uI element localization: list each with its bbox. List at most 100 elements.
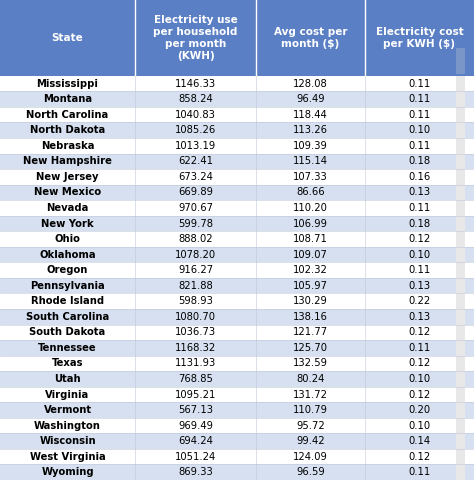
Text: 132.59: 132.59 [293,359,328,369]
Bar [365,107,474,122]
Text: 110.20: 110.20 [293,203,328,213]
Text: 869.33: 869.33 [178,467,213,477]
Text: 0.13: 0.13 [409,281,430,291]
Bar [0,465,135,480]
Text: 118.44: 118.44 [293,110,328,120]
Bar [0,0,135,76]
Text: Nevada: Nevada [46,203,89,213]
Text: 0.11: 0.11 [409,79,430,89]
Text: South Dakota: South Dakota [29,327,106,337]
Bar [365,122,474,138]
Text: 0.11: 0.11 [409,265,430,275]
Text: 106.99: 106.99 [293,218,328,228]
Text: 124.09: 124.09 [293,452,328,462]
Text: 598.93: 598.93 [178,296,213,306]
Text: South Carolina: South Carolina [26,312,109,322]
Bar [0,293,135,309]
Text: Electricity use
per household
per month
(KWH): Electricity use per household per month … [153,15,238,61]
Bar [135,138,256,154]
Bar [0,356,135,371]
Bar [0,185,135,200]
Bar [365,387,474,402]
Bar [135,200,256,216]
Text: 109.07: 109.07 [293,250,328,260]
Bar [256,324,365,340]
Text: 80.24: 80.24 [296,374,325,384]
Text: Rhode Island: Rhode Island [31,296,104,306]
Bar [135,402,256,418]
Text: 0.18: 0.18 [409,218,430,228]
Bar [256,402,365,418]
Bar [256,154,365,169]
Bar [135,278,256,293]
Text: 1040.83: 1040.83 [175,110,216,120]
Text: 0.13: 0.13 [409,312,430,322]
Bar [256,247,365,263]
Text: 1085.26: 1085.26 [175,125,216,135]
Text: New Jersey: New Jersey [36,172,99,182]
Bar [0,169,135,185]
Bar [0,122,135,138]
Bar [365,154,474,169]
Text: 0.12: 0.12 [409,359,430,369]
Text: Nebraska: Nebraska [41,141,94,151]
Text: 1080.70: 1080.70 [175,312,216,322]
Text: 622.41: 622.41 [178,156,213,167]
Text: 0.11: 0.11 [409,467,430,477]
Text: 121.77: 121.77 [293,327,328,337]
Bar [0,278,135,293]
Text: 694.24: 694.24 [178,436,213,446]
Bar [365,402,474,418]
Text: 95.72: 95.72 [296,420,325,431]
Bar [135,449,256,465]
Text: Wisconsin: Wisconsin [39,436,96,446]
Text: North Dakota: North Dakota [30,125,105,135]
Bar [456,76,465,480]
Bar [256,418,365,433]
Bar [135,169,256,185]
Text: 916.27: 916.27 [178,265,213,275]
Text: 0.11: 0.11 [409,141,430,151]
Bar [0,433,135,449]
Bar [256,371,365,387]
Text: 131.72: 131.72 [293,389,328,399]
Bar [256,138,365,154]
Text: 128.08: 128.08 [293,79,328,89]
Text: 0.12: 0.12 [409,452,430,462]
Bar [365,371,474,387]
Text: Mississippi: Mississippi [36,79,99,89]
Bar [365,449,474,465]
Bar [365,185,474,200]
Bar [135,465,256,480]
Text: Washington: Washington [34,420,101,431]
Bar [256,76,365,91]
Bar [0,449,135,465]
Text: West Virginia: West Virginia [30,452,105,462]
Bar [365,231,474,247]
Bar [135,91,256,107]
Bar [365,278,474,293]
Bar [135,371,256,387]
Text: 0.12: 0.12 [409,389,430,399]
Bar [256,263,365,278]
Text: 1131.93: 1131.93 [175,359,216,369]
Text: 1013.19: 1013.19 [175,141,216,151]
Text: New Hampshire: New Hampshire [23,156,112,167]
Bar [135,418,256,433]
Text: Tennessee: Tennessee [38,343,97,353]
Bar [0,76,135,91]
Text: Texas: Texas [52,359,83,369]
Text: 1036.73: 1036.73 [175,327,216,337]
Bar [135,340,256,356]
Text: Utah: Utah [54,374,81,384]
Text: Avg cost per
month ($): Avg cost per month ($) [273,27,347,49]
Bar [256,231,365,247]
Text: 1146.33: 1146.33 [175,79,216,89]
Text: 0.22: 0.22 [409,296,430,306]
Text: 0.13: 0.13 [409,187,430,197]
Text: 669.89: 669.89 [178,187,213,197]
Text: Oklahoma: Oklahoma [39,250,96,260]
Text: 138.16: 138.16 [293,312,328,322]
Text: 130.29: 130.29 [293,296,328,306]
Bar [0,247,135,263]
